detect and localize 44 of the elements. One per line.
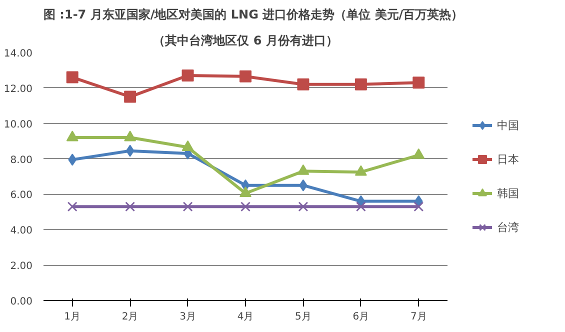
point — [412, 76, 425, 89]
legend-label: 韩国 — [497, 186, 519, 200]
legend-label: 台湾 — [497, 220, 519, 234]
chart-subtitle: （其中台湾地区仅 6 月份有进口） — [153, 34, 338, 48]
y-tick-label: 0.00 — [10, 296, 32, 308]
point — [297, 164, 310, 175]
x-tick-label: 6月 — [352, 312, 370, 322]
y-tick-label: 4.00 — [10, 226, 32, 237]
x-tick-label: 5月 — [295, 312, 312, 322]
point — [124, 90, 136, 103]
point — [124, 130, 136, 142]
y-tick-label: 10.00 — [4, 119, 33, 130]
y-tick-label: 8.00 — [10, 154, 32, 166]
point — [182, 140, 194, 151]
y-tick-label: 14.00 — [4, 48, 33, 60]
point — [66, 71, 78, 84]
x-tick-label: 4月 — [237, 312, 254, 322]
point — [240, 186, 252, 198]
point — [125, 202, 136, 212]
chart-title: 图 :1-7 月东亚国家/地区对美国的 LNG 进口价格走势（单位 美元/百万英热） — [44, 8, 464, 22]
point — [356, 202, 366, 212]
y-tick-label: 12.00 — [4, 84, 33, 95]
point — [126, 144, 134, 157]
x-tick-label: 2月 — [122, 312, 138, 322]
y-tick-label: 2.00 — [10, 261, 32, 272]
legend-label: 中国 — [497, 118, 519, 132]
x-tick-label: 1月 — [64, 312, 81, 322]
point — [182, 202, 193, 212]
point — [412, 148, 425, 159]
x-tick-label: 3月 — [180, 312, 196, 322]
point — [354, 78, 367, 90]
point — [68, 154, 77, 166]
point — [240, 202, 250, 212]
point — [298, 202, 308, 212]
point — [297, 78, 310, 90]
point — [67, 202, 78, 212]
point — [354, 165, 367, 176]
point — [414, 202, 424, 212]
point — [182, 70, 194, 82]
x-tick-label: 7月 — [410, 312, 427, 322]
point — [66, 130, 78, 142]
y-tick-label: 6.00 — [10, 190, 32, 202]
legend-label: 日本 — [497, 152, 519, 166]
point — [240, 70, 252, 82]
